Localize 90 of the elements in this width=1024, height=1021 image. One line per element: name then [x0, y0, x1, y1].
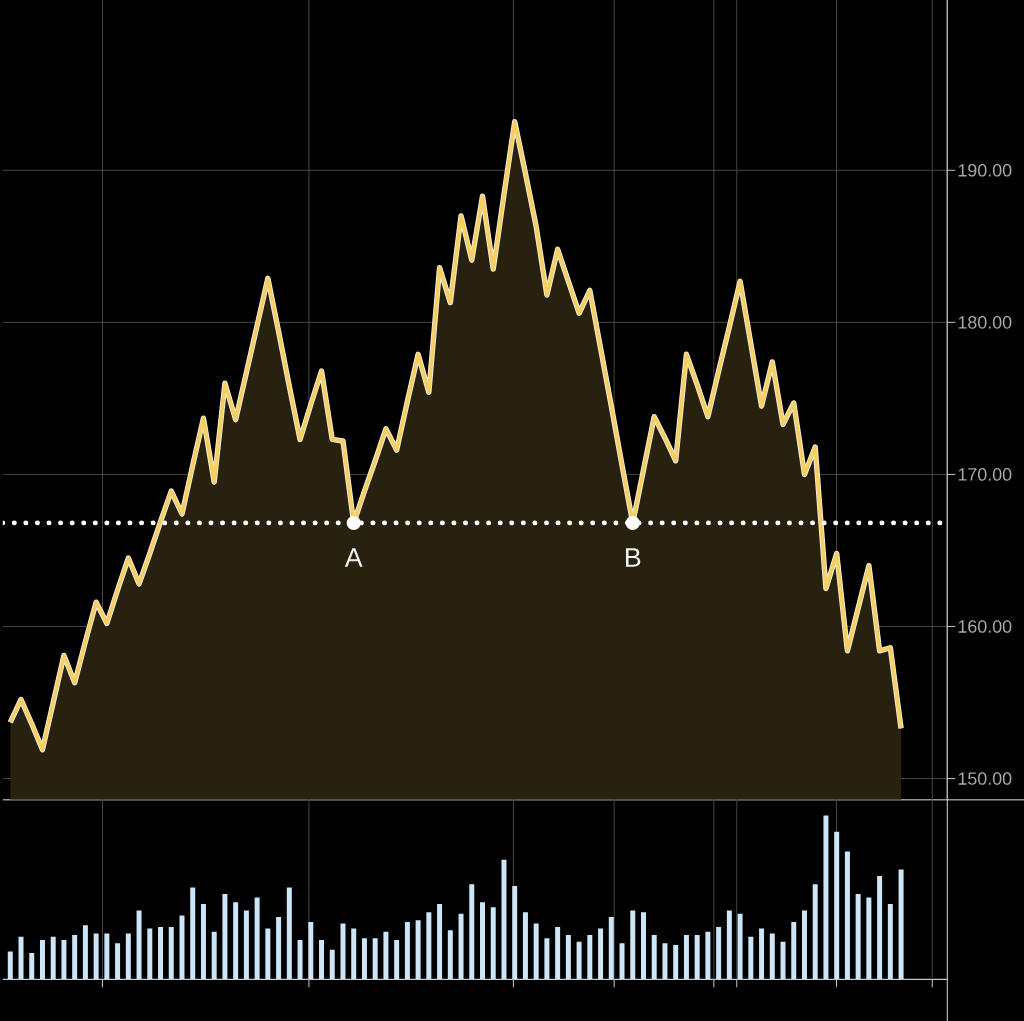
bar [286, 887, 292, 980]
bar [104, 933, 110, 980]
bar [522, 912, 528, 980]
bar [147, 928, 153, 980]
bar [254, 897, 260, 980]
bar [458, 913, 464, 980]
bar [576, 941, 582, 980]
bar [319, 939, 325, 980]
bar [50, 936, 56, 980]
bar [887, 903, 893, 980]
bar [769, 933, 775, 980]
bar [630, 910, 636, 980]
bar [29, 953, 35, 980]
y-tick-label: 170.00 [958, 467, 1012, 481]
bar [598, 928, 604, 980]
bar [716, 926, 722, 980]
bar [136, 910, 142, 980]
bar [705, 931, 711, 980]
bar [544, 938, 550, 980]
bar [222, 893, 228, 980]
bar [361, 938, 367, 980]
annotation: A [344, 548, 363, 567]
bar [168, 926, 174, 980]
bar [533, 923, 539, 980]
bar [791, 921, 797, 980]
bar [898, 869, 904, 980]
bar [190, 887, 196, 980]
bar [737, 913, 743, 980]
bar [426, 912, 432, 980]
bar [211, 931, 217, 980]
bar [243, 910, 249, 980]
bar [641, 912, 646, 980]
bar [501, 859, 507, 980]
bar [93, 933, 99, 980]
bar [801, 910, 807, 980]
bar [565, 934, 571, 980]
annotation: B [626, 548, 641, 567]
bar [683, 934, 689, 980]
bar [512, 885, 518, 980]
bar [490, 907, 496, 980]
bar [82, 925, 88, 980]
bar [18, 936, 24, 980]
bar [233, 902, 239, 980]
bar [673, 944, 679, 980]
bar [158, 926, 164, 980]
bar [340, 923, 346, 980]
y-tick-label: 160.00 [958, 620, 1012, 633]
bar [694, 934, 700, 980]
bar [780, 941, 786, 980]
bar [415, 920, 421, 980]
bar [812, 884, 818, 980]
bar [383, 931, 389, 980]
bar [447, 930, 453, 980]
bar [297, 939, 303, 980]
bar [823, 815, 829, 980]
bar [834, 831, 840, 980]
bar [394, 939, 400, 980]
bar [7, 951, 13, 980]
bar [125, 933, 131, 980]
bar [759, 928, 765, 980]
bar [726, 910, 732, 980]
y-tick-label: 190.00 [958, 163, 1012, 177]
bar [39, 939, 45, 980]
bar [72, 934, 78, 980]
bar [351, 928, 357, 980]
bar [651, 934, 657, 980]
bar [619, 943, 625, 980]
bar [329, 949, 335, 980]
bar [866, 897, 872, 980]
bar [877, 875, 883, 980]
bar [555, 926, 561, 980]
bar [404, 921, 410, 980]
bar [372, 938, 378, 980]
bar [61, 939, 67, 980]
bar [200, 903, 206, 980]
bar [437, 903, 443, 980]
bar [608, 916, 614, 980]
bar [480, 902, 485, 980]
bar [265, 928, 271, 980]
bar [844, 851, 850, 980]
bar [748, 936, 754, 980]
y-tick-label: 180.00 [958, 315, 1012, 329]
bar [587, 934, 593, 980]
bar [308, 921, 314, 980]
bar [276, 916, 282, 980]
bar [469, 884, 475, 980]
bar [115, 943, 121, 980]
bar [662, 943, 668, 980]
y-tick-label: 150.00 [958, 772, 1012, 785]
bar [855, 893, 861, 980]
